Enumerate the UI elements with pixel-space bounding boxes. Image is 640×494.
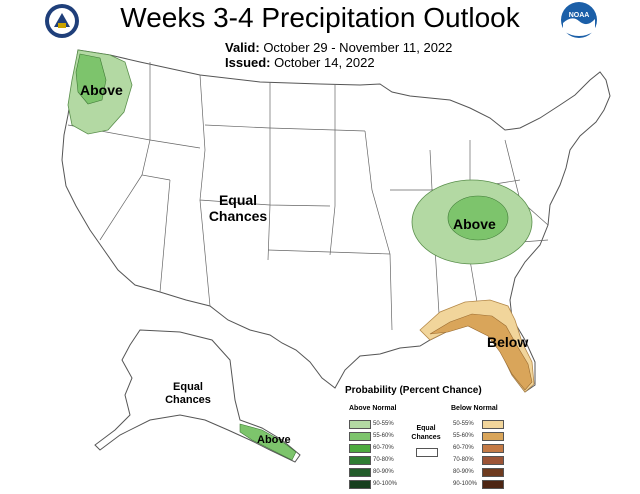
issued-label: Issued: [225,55,271,70]
commerce-seal-icon [45,4,79,38]
issued-value: October 14, 2022 [274,55,375,70]
legend-equal-line1: Equal [416,425,436,432]
legend-below-swatch [482,420,504,429]
label-ak-equal: Equal Chances [158,381,218,407]
noaa-logo-text: NOAA [569,12,590,19]
legend-equal-line2: Chances [411,434,441,441]
legend-above-range: 80-90% [373,469,394,475]
ak-se-above [239,423,297,461]
legend-below-range: 70-80% [453,457,474,463]
label-equal-line1: Equal [218,192,258,208]
legend-above-range: 70-80% [373,457,394,463]
legend-equal-label: Equal Chances [408,424,444,442]
legend-below-swatch [482,480,504,489]
label-nw-above: Above [80,82,123,98]
legend-above-swatch [349,468,371,477]
legend-below-swatch [482,468,504,477]
valid-line: Valid: October 29 - November 11, 2022 [225,40,452,55]
legend-below-range: 60-70% [453,445,474,451]
valid-label: Valid: [225,40,260,55]
noaa-logo-icon: NOAA [561,2,597,38]
legend-below-swatch [482,444,504,453]
legend-below-swatch [482,432,504,441]
legend-below-range: 80-90% [453,469,474,475]
ov-above-55 [447,195,509,241]
legend-below-header: Below Normal [451,405,498,412]
legend-title: Probability (Percent Chance) [345,385,482,396]
legend-above-swatch [349,444,371,453]
nw-above-55 [75,53,107,105]
label-ov-above: Above [453,216,496,232]
legend-above-range: 50-55% [373,421,394,427]
label-equal-line2: Chances [208,208,268,224]
legend-below-swatch [482,456,504,465]
legend-above-range: 90-100% [373,481,398,487]
se-below-55 [429,313,533,391]
issued-line: Issued: October 14, 2022 [225,55,375,70]
legend-above-range: 55-60% [373,433,394,439]
label-ak-above: Above [257,434,291,446]
legend-above-swatch [349,420,371,429]
label-se-below: Below [487,334,529,350]
label-ak-equal-line2: Chances [165,394,211,406]
legend-below-range: 50-55% [453,421,474,427]
legend-equal-swatch [416,448,438,457]
legend-above-swatch [349,432,371,441]
legend-above-swatch [349,456,371,465]
map-title: Weeks 3-4 Precipitation Outlook [120,2,520,33]
legend-above-header: Above Normal [349,405,397,412]
valid-value: October 29 - November 11, 2022 [263,40,453,55]
legend-above-swatch [349,480,371,489]
legend-below-range: 55-60% [453,433,474,439]
label-ak-equal-line1: Equal [173,381,203,393]
legend-above-range: 60-70% [373,445,394,451]
legend-below-range: 90-100% [453,481,478,487]
label-equal-chances: Equal Chances [198,192,278,224]
